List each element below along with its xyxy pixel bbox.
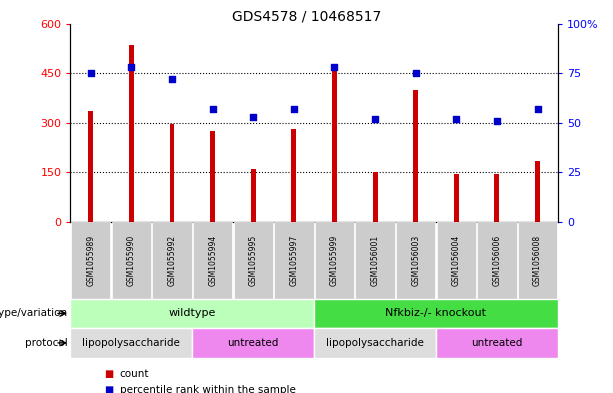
- Text: wildtype: wildtype: [169, 309, 216, 318]
- Point: [208, 106, 218, 112]
- Text: untreated: untreated: [227, 338, 279, 348]
- Text: GSM1056003: GSM1056003: [411, 235, 420, 286]
- Point: [289, 106, 299, 112]
- Text: ■: ■: [104, 369, 113, 379]
- Bar: [129, 45, 134, 222]
- Text: Nfkbiz-/- knockout: Nfkbiz-/- knockout: [386, 309, 487, 318]
- Text: lipopolysaccharide: lipopolysaccharide: [83, 338, 180, 348]
- Point: [533, 106, 543, 112]
- Bar: [88, 111, 93, 222]
- Text: GSM1056004: GSM1056004: [452, 235, 461, 286]
- Point: [492, 118, 502, 124]
- Text: protocol: protocol: [25, 338, 67, 348]
- Text: GSM1055992: GSM1055992: [167, 235, 177, 286]
- Text: GSM1056001: GSM1056001: [371, 235, 379, 286]
- Point: [126, 64, 136, 70]
- Point: [411, 70, 421, 76]
- Bar: [495, 174, 500, 222]
- Text: GSM1055989: GSM1055989: [86, 235, 95, 286]
- Text: GDS4578 / 10468517: GDS4578 / 10468517: [232, 10, 381, 24]
- Text: GSM1056006: GSM1056006: [492, 235, 501, 286]
- Bar: [454, 174, 459, 222]
- Text: GSM1055995: GSM1055995: [249, 235, 257, 286]
- Bar: [210, 131, 215, 222]
- Text: GSM1055990: GSM1055990: [127, 235, 136, 286]
- Text: GSM1055994: GSM1055994: [208, 235, 217, 286]
- Text: GSM1056008: GSM1056008: [533, 235, 542, 286]
- Bar: [373, 173, 378, 222]
- Bar: [332, 70, 337, 222]
- Text: ■: ■: [104, 385, 113, 393]
- Point: [451, 116, 461, 122]
- Bar: [170, 125, 175, 222]
- Point: [330, 64, 340, 70]
- Bar: [291, 129, 296, 222]
- Bar: [413, 90, 418, 222]
- Bar: [251, 169, 256, 222]
- Point: [86, 70, 96, 76]
- Text: count: count: [120, 369, 149, 379]
- Point: [167, 76, 177, 82]
- Text: genotype/variation: genotype/variation: [0, 309, 67, 318]
- Point: [248, 114, 258, 120]
- Text: GSM1055999: GSM1055999: [330, 235, 339, 286]
- Text: untreated: untreated: [471, 338, 523, 348]
- Bar: [535, 161, 540, 222]
- Text: lipopolysaccharide: lipopolysaccharide: [326, 338, 424, 348]
- Text: GSM1055997: GSM1055997: [289, 235, 299, 286]
- Point: [370, 116, 380, 122]
- Text: percentile rank within the sample: percentile rank within the sample: [120, 385, 295, 393]
